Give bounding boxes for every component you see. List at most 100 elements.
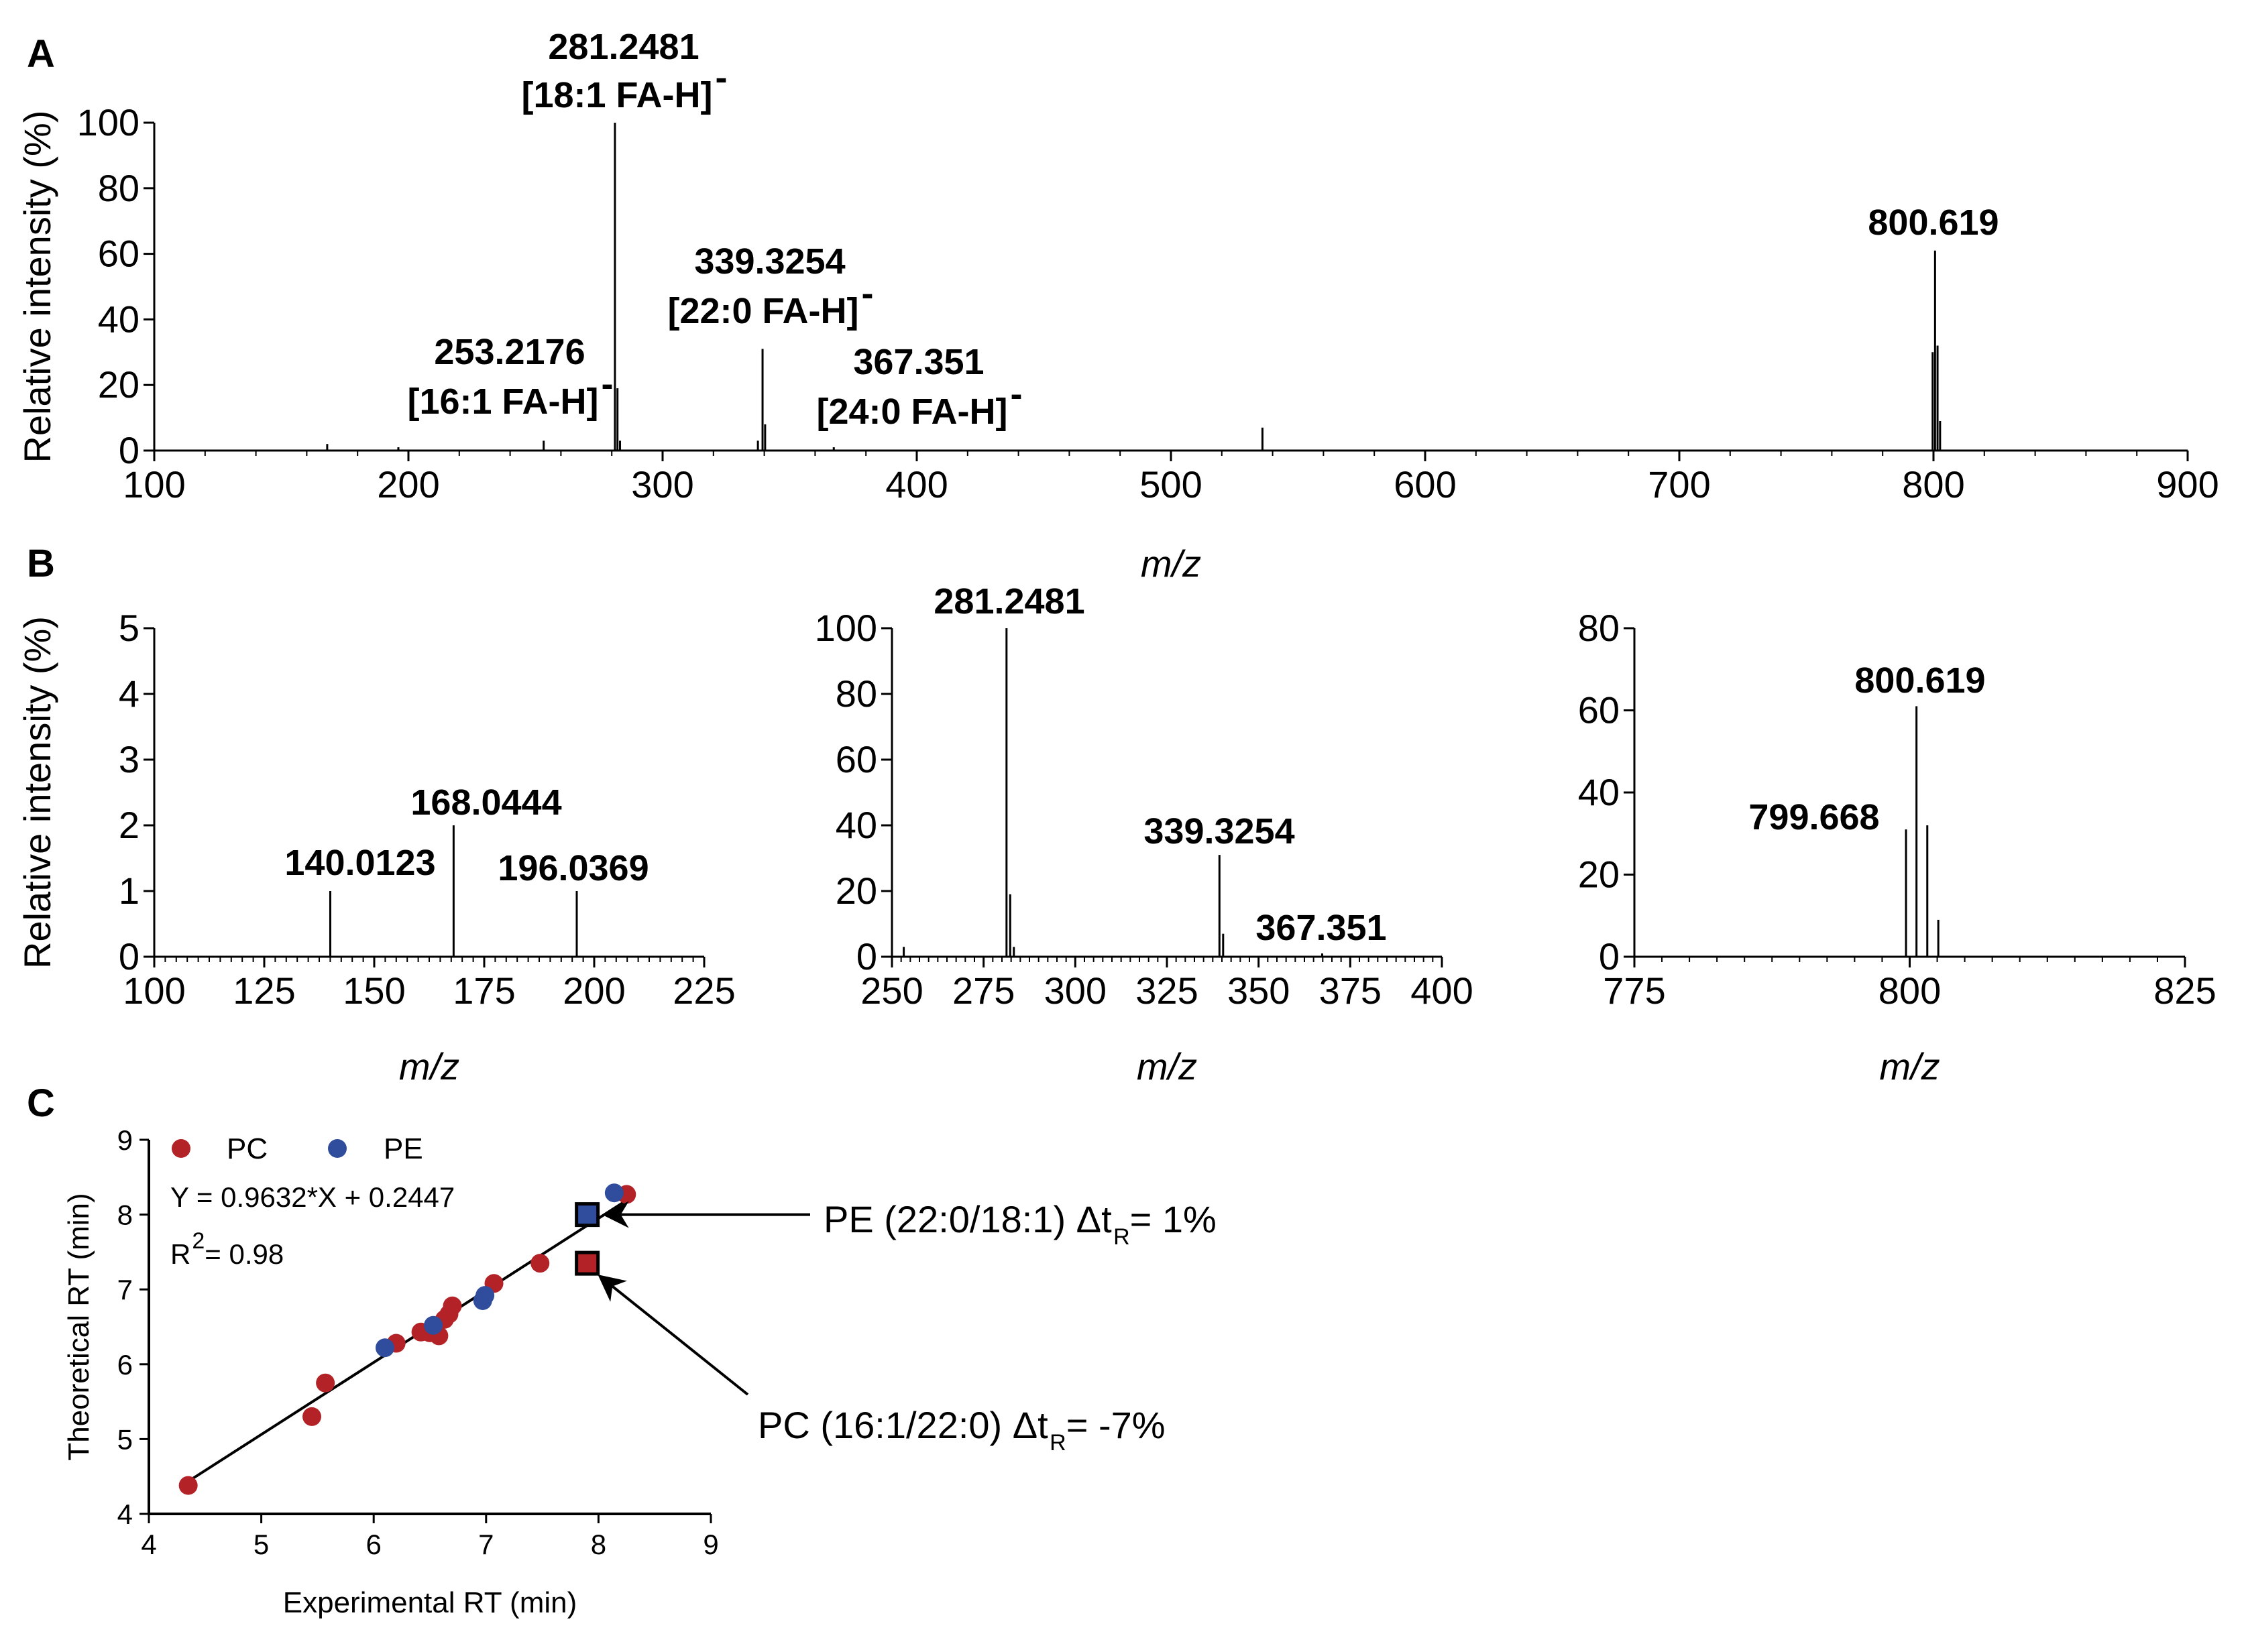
x-tick-label: 7 bbox=[478, 1529, 494, 1560]
x-tick-label: 225 bbox=[673, 969, 735, 1012]
x-tick-label: 4 bbox=[141, 1529, 156, 1560]
peak-label: 367.351 bbox=[1255, 908, 1386, 948]
panel-letter-a: A bbox=[27, 32, 55, 76]
peak-label: 196.0369 bbox=[498, 848, 649, 888]
peak-label-mz: 367.351 bbox=[853, 342, 984, 382]
panel-b3-spectrum: 775 800 825 0 20 40 60 80 m/z 800.619 799.668 bbox=[1578, 607, 2216, 1087]
x-tick-label: 800 bbox=[1902, 463, 1964, 506]
highlight-square-pe bbox=[575, 1202, 600, 1228]
x-tick-label: 775 bbox=[1603, 969, 1665, 1012]
peak-label: 800.619 bbox=[1854, 660, 1985, 701]
y-tick-label: 4 bbox=[117, 1498, 133, 1530]
x-tick-label: 100 bbox=[123, 463, 185, 506]
x-tick-label: 275 bbox=[952, 969, 1015, 1012]
x-tick-label: 125 bbox=[233, 969, 295, 1012]
r-squared-value: = 0.98 bbox=[205, 1238, 284, 1270]
x-tick-label: 350 bbox=[1227, 969, 1290, 1012]
y-axis-title: Theoretical RT (min) bbox=[62, 1193, 95, 1460]
x-tick-label: 700 bbox=[1648, 463, 1710, 506]
peak-label: 168.0444 bbox=[410, 782, 561, 823]
legend-marker-pe bbox=[328, 1139, 347, 1158]
peak-label-mz: 253.2176 bbox=[434, 332, 585, 372]
peak-label: 140.0123 bbox=[284, 843, 435, 883]
y-tick-label: 60 bbox=[98, 233, 139, 275]
panel-a-spectrum: 100 200 300 400 500 600 700 800 900 0 20 40 60 80 100 m… bbox=[16, 27, 2219, 585]
peak-label: 339.3254 bbox=[1143, 811, 1294, 851]
panel-letter-c: C bbox=[27, 1081, 55, 1125]
x-axis-title: m/z bbox=[399, 1045, 459, 1087]
y-tick-label: 100 bbox=[77, 101, 139, 143]
x-tick-label: 300 bbox=[1044, 969, 1107, 1012]
y-tick-label: 6 bbox=[117, 1349, 133, 1380]
panel-b2-spectrum: 250 275 300 325 350 375 400 0 20 40 60 80 100 m/z 281.… bbox=[815, 581, 1473, 1087]
panel-c-scatter: 4 5 6 7 8 9 4 5 6 7 8 9 Experimental RT (min) Theoret… bbox=[62, 1124, 1217, 1619]
x-tick-label: 200 bbox=[563, 969, 625, 1012]
x-tick-label: 300 bbox=[631, 463, 693, 506]
x-tick-label: 150 bbox=[343, 969, 405, 1012]
x-tick-label: 175 bbox=[453, 969, 515, 1012]
peak-label-mz: 281.2481 bbox=[548, 27, 699, 67]
y-axis-title: Relative intensity (%) bbox=[16, 616, 58, 969]
point-pc bbox=[443, 1296, 462, 1315]
y-tick-label: 0 bbox=[856, 935, 877, 978]
y-tick-label: 7 bbox=[117, 1274, 133, 1305]
y-tick-label: 60 bbox=[1578, 689, 1620, 731]
x-axis-title: m/z bbox=[1141, 542, 1201, 585]
peak-label-charge: - bbox=[716, 58, 728, 98]
y-tick-label: 8 bbox=[117, 1199, 133, 1231]
y-axis-title: Relative intensity (%) bbox=[16, 111, 58, 463]
x-tick-label: 500 bbox=[1139, 463, 1202, 506]
x-tick-label: 900 bbox=[2156, 463, 2219, 506]
peak-label-adduct: [18:1 FA-H] bbox=[521, 75, 712, 115]
regression-equation: Y = 0.9632*X + 0.2447 bbox=[170, 1181, 455, 1213]
x-tick-label: 8 bbox=[591, 1529, 606, 1560]
legend-marker-pc bbox=[172, 1139, 190, 1158]
y-tick-label: 60 bbox=[836, 738, 877, 780]
point-pe bbox=[375, 1338, 394, 1358]
point-pc bbox=[178, 1476, 198, 1495]
annotation-value: = 1% bbox=[1130, 1198, 1217, 1240]
y-tick-label: 1 bbox=[119, 870, 139, 912]
annotation-label: PE (22:0/18:1) Δt bbox=[824, 1198, 1112, 1240]
point-pc bbox=[316, 1373, 335, 1393]
peak-label-adduct: [24:0 FA-H] bbox=[816, 392, 1007, 432]
y-tick-label: 20 bbox=[98, 363, 139, 406]
panel-b1-spectrum: 100 125 150 175 200 225 0 1 2 3 4 5 m/z Relative inte… bbox=[16, 607, 736, 1087]
x-tick-label: 400 bbox=[1410, 969, 1473, 1012]
y-tick-label: 40 bbox=[1578, 771, 1620, 813]
x-tick-label: 800 bbox=[1878, 969, 1941, 1012]
x-tick-label: 375 bbox=[1319, 969, 1382, 1012]
x-tick-label: 325 bbox=[1135, 969, 1198, 1012]
point-pe bbox=[475, 1286, 495, 1305]
y-tick-label: 20 bbox=[836, 870, 877, 912]
annotation-subscript: R bbox=[1113, 1224, 1130, 1250]
peak-label: 281.2481 bbox=[934, 581, 1084, 622]
y-tick-label: 20 bbox=[1578, 853, 1620, 896]
x-tick-label: 825 bbox=[2153, 969, 2216, 1012]
annotation-label: PC (16:1/22:0) Δt bbox=[758, 1404, 1048, 1446]
panel-letter-b: B bbox=[27, 542, 55, 585]
peak-label-charge: - bbox=[602, 364, 614, 404]
legend-label-pe: PE bbox=[384, 1132, 423, 1165]
r-squared-label: R bbox=[170, 1238, 190, 1270]
y-tick-label: 0 bbox=[119, 429, 139, 471]
annotation-subscript: R bbox=[1050, 1430, 1066, 1456]
y-tick-label: 80 bbox=[98, 167, 139, 209]
x-tick-label: 5 bbox=[254, 1529, 269, 1560]
peak-label: 799.668 bbox=[1748, 797, 1879, 837]
y-tick-label: 40 bbox=[836, 804, 877, 846]
x-tick-label: 100 bbox=[123, 969, 185, 1012]
x-axis-title: m/z bbox=[1879, 1045, 1940, 1087]
peak-label-mz: 800.619 bbox=[1868, 202, 1999, 243]
x-tick-label: 400 bbox=[885, 463, 948, 506]
highlight-square-pc bbox=[575, 1250, 600, 1276]
r-squared-exponent: 2 bbox=[192, 1228, 205, 1254]
peak-label-charge: - bbox=[1011, 374, 1023, 414]
x-tick-label: 6 bbox=[366, 1529, 382, 1560]
y-tick-label: 80 bbox=[1578, 607, 1620, 649]
point-pc bbox=[530, 1254, 550, 1273]
y-tick-label: 40 bbox=[98, 298, 139, 340]
y-tick-label: 2 bbox=[119, 804, 139, 846]
y-tick-label: 3 bbox=[119, 738, 139, 780]
